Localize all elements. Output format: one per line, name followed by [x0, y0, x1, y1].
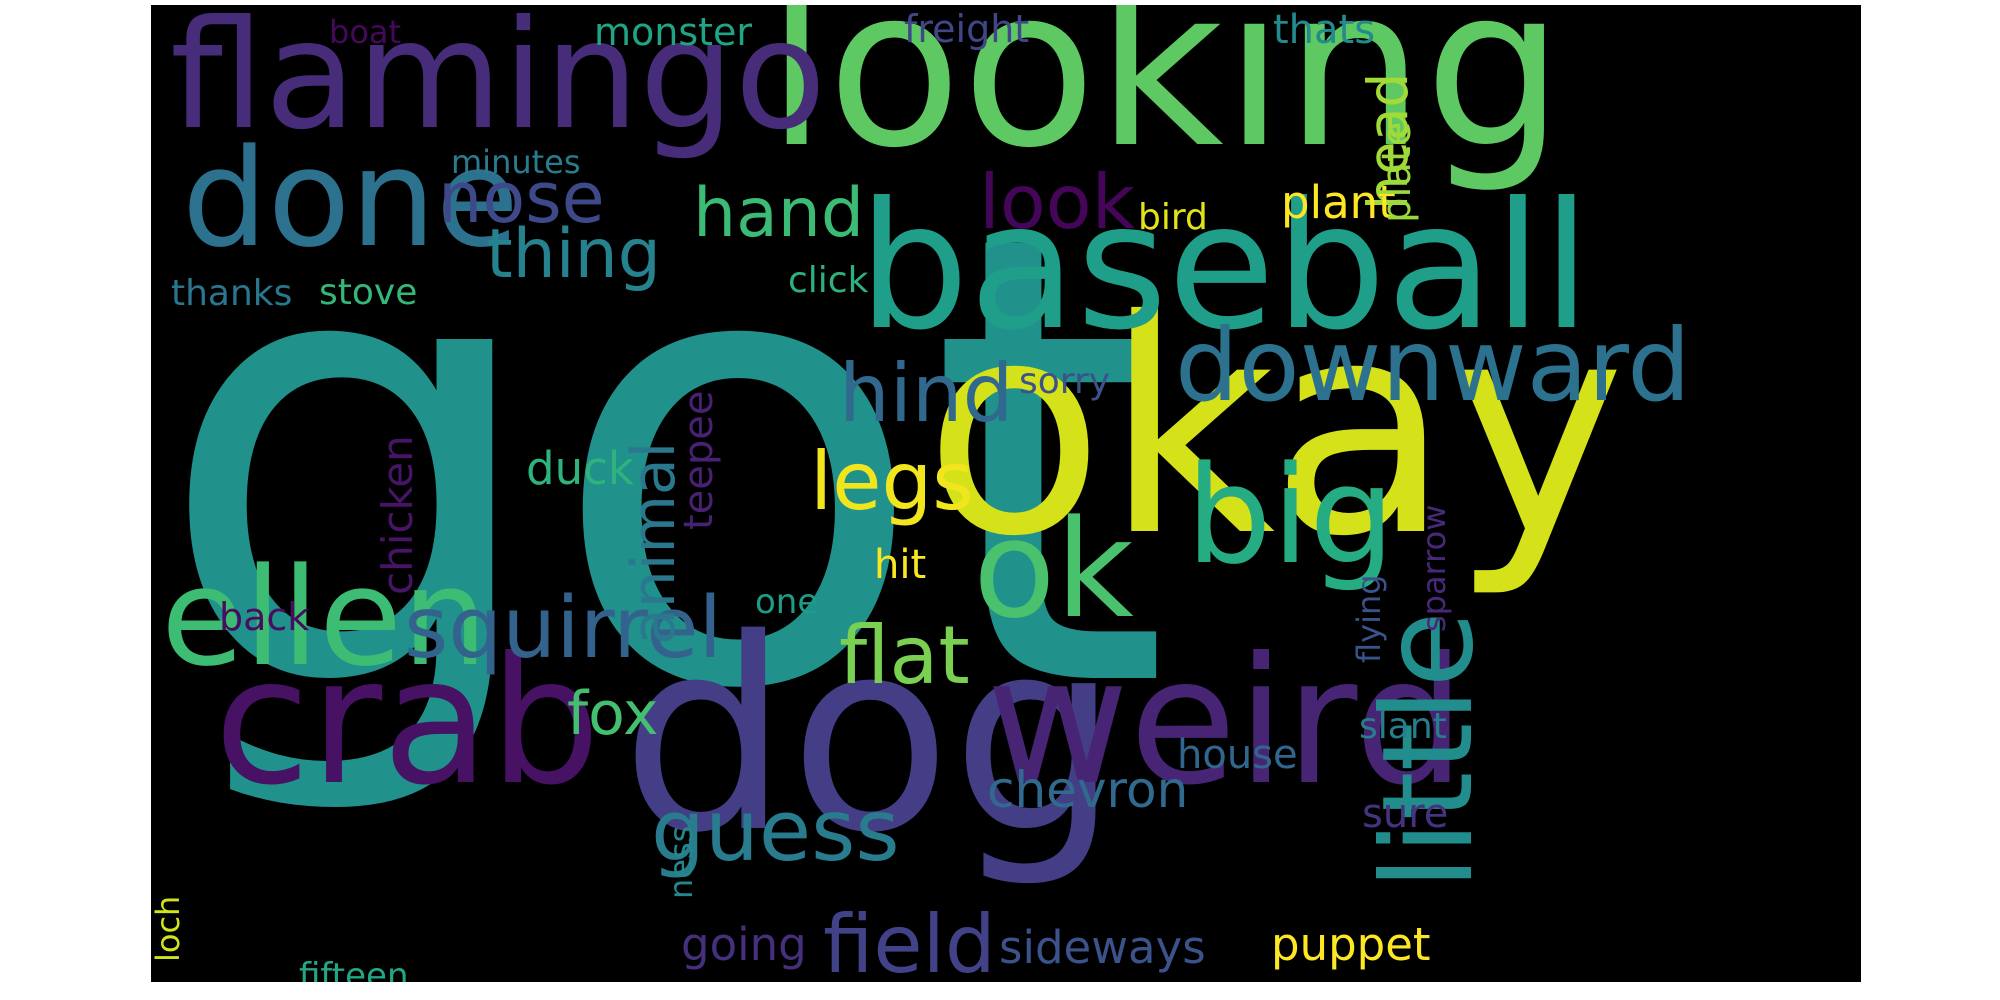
word-one: one — [755, 582, 819, 622]
word-plate: plate — [1374, 121, 1420, 223]
word-squirrel: squirrel — [404, 579, 723, 678]
word-downward: downward — [1175, 307, 1691, 424]
word-house: house — [1177, 732, 1298, 778]
word-sure: sure — [1362, 791, 1449, 837]
word-field: field — [823, 898, 996, 983]
word-freight: freight — [904, 7, 1030, 51]
word-teepee: teepee — [676, 390, 722, 530]
word-okay: okay — [924, 257, 1626, 601]
word-chicken: chicken — [373, 435, 422, 595]
word-weird: weird — [986, 621, 1466, 824]
word-look: look — [979, 158, 1136, 246]
word-loch: loch — [151, 895, 187, 962]
word-sideways: sideways — [999, 921, 1206, 974]
word-looking: looking — [766, 5, 1564, 196]
word-legs: legs — [810, 435, 974, 528]
word-monster: monster — [594, 10, 753, 54]
word-flying: flying — [1350, 574, 1388, 663]
word-nose: nose — [438, 157, 605, 239]
word-ellen: ellen — [161, 539, 488, 696]
word-hand: hand — [693, 174, 865, 253]
word-thing: thing — [486, 215, 661, 294]
word-crab: crab — [214, 621, 601, 824]
word-fox: fox — [567, 679, 659, 749]
word-guess: guess — [651, 782, 900, 881]
word-done: done — [182, 120, 519, 277]
word-sparrow: sparrow — [1415, 504, 1453, 632]
word-thats: thats — [1273, 7, 1376, 53]
word-back: back — [219, 595, 310, 639]
word-hind: hind — [839, 347, 1014, 440]
word-flamingo: flamingo — [170, 5, 827, 163]
word-got: got — [155, 104, 1171, 825]
word-stove: stove — [319, 272, 418, 313]
word-flat: flat — [839, 609, 970, 702]
word-boat: boat — [329, 13, 402, 51]
word-duck: duck — [526, 442, 634, 495]
word-chevron: chevron — [987, 761, 1189, 819]
word-hit: hit — [874, 542, 927, 588]
word-sorry: sorry — [1019, 361, 1111, 402]
word-puppet: puppet — [1271, 918, 1431, 971]
word-thanks: thanks — [171, 273, 293, 314]
word-bird: bird — [1138, 197, 1208, 238]
word-going: going — [681, 918, 807, 971]
word-dog: dog — [621, 583, 1120, 891]
word-slant: slant — [1359, 706, 1447, 747]
word-ok: ok — [973, 491, 1134, 648]
word-minutes: minutes — [451, 143, 581, 181]
word-baseball: baseball — [858, 166, 1591, 369]
word-plant: plant — [1281, 176, 1396, 229]
word-cloud: got okay dog looking baseball weird crab flamin… — [151, 5, 1861, 982]
word-click: click — [788, 260, 869, 301]
word-ness: ness — [662, 825, 700, 899]
word-fifteen: fifteen — [299, 956, 409, 982]
word-big: big — [1186, 437, 1395, 594]
